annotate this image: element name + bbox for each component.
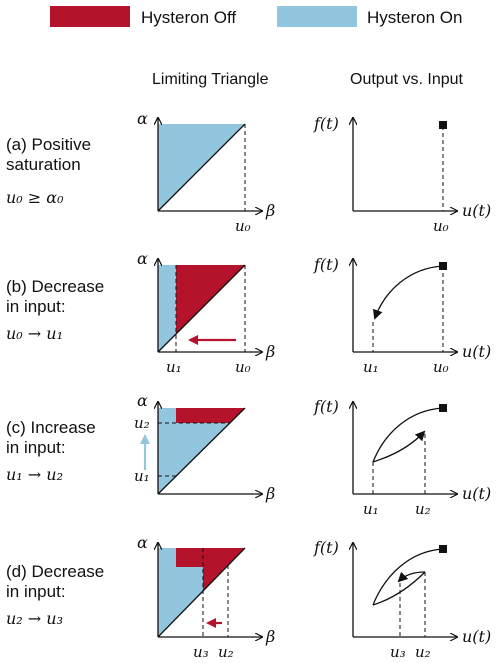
u1-tick-label: u₁ bbox=[166, 358, 182, 376]
row-b-title: (b) Decrease in input: u₀ → u₁ bbox=[6, 277, 104, 343]
row-c-title-line1: (c) Increase bbox=[6, 418, 96, 437]
u2-tick-label: u₂ bbox=[415, 500, 431, 518]
legend-off-label: Hysteron Off bbox=[141, 8, 236, 27]
u0-tick-label: u₀ bbox=[433, 217, 449, 235]
u1-tick-label: u₁ bbox=[134, 467, 150, 485]
u2-tick-label: u₂ bbox=[218, 643, 234, 661]
row-d-triangle-panel: α β u₃ u₂ bbox=[137, 533, 275, 661]
legend-on-swatch bbox=[277, 6, 357, 27]
beta-label: β bbox=[265, 342, 275, 361]
on-region-main bbox=[158, 408, 229, 494]
column-header-limiting-triangle: Limiting Triangle bbox=[152, 71, 269, 88]
row-a-output-panel: f(t) u(t) u₀ bbox=[313, 114, 491, 235]
u1-tick-label: u₁ bbox=[363, 358, 379, 376]
row-a-title-line1: (a) Positive bbox=[6, 135, 91, 154]
ascending-curve bbox=[372, 571, 426, 606]
alpha-label: α bbox=[137, 249, 148, 268]
u-label: u(t) bbox=[462, 627, 491, 646]
row-c-condition: u₁ → u₂ bbox=[6, 465, 63, 484]
row-b-triangle-panel: α β u₁ u₀ bbox=[137, 249, 275, 376]
descending-curve bbox=[372, 548, 444, 606]
row-b-output-panel: f(t) u(t) u₁ u₀ bbox=[313, 255, 491, 376]
u2-tick-label: u₂ bbox=[415, 643, 431, 661]
alpha-label: α bbox=[137, 391, 148, 410]
row-d-title: (d) Decrease in input: u₂ → u₃ bbox=[6, 562, 104, 628]
u3-tick-label: u₃ bbox=[390, 643, 406, 661]
alpha-label: α bbox=[137, 533, 148, 552]
diagonal-line bbox=[157, 264, 246, 353]
u2-tick-label: u₂ bbox=[134, 414, 150, 432]
diagonal-line bbox=[157, 547, 246, 638]
descending-curve bbox=[372, 265, 444, 320]
inner-descending-curve bbox=[397, 571, 426, 583]
beta-label: β bbox=[265, 201, 275, 220]
diagonal-line bbox=[157, 123, 246, 212]
row-d-output-panel: f(t) u(t) u₃ u₂ bbox=[313, 538, 491, 661]
u0-tick-label: u₀ bbox=[235, 217, 251, 235]
saturation-point bbox=[439, 262, 447, 270]
u0-tick-label: u₀ bbox=[433, 358, 449, 376]
diagonal-line bbox=[157, 407, 246, 495]
saturation-point bbox=[439, 121, 447, 129]
row-c-title-line2: in input: bbox=[6, 438, 66, 457]
u3-tick-label: u₃ bbox=[193, 643, 209, 661]
row-a-triangle-panel: α β u₀ bbox=[137, 109, 275, 235]
row-d-title-line2: in input: bbox=[6, 582, 66, 601]
row-c-triangle-panel: α β u₂ u₁ bbox=[134, 391, 275, 503]
row-a-condition: u₀ ≥ α₀ bbox=[6, 188, 64, 207]
beta-label: β bbox=[265, 627, 275, 646]
on-region bbox=[158, 265, 176, 352]
f-label: f(t) bbox=[313, 538, 339, 557]
descending-curve bbox=[372, 407, 444, 463]
row-d-condition: u₂ → u₃ bbox=[6, 609, 63, 628]
alpha-label: α bbox=[137, 109, 148, 128]
column-header-output-vs-input: Output vs. Input bbox=[350, 71, 464, 88]
row-b-condition: u₀ → u₁ bbox=[6, 324, 63, 343]
row-d-title-line1: (d) Decrease bbox=[6, 562, 104, 581]
beta-label: β bbox=[265, 484, 275, 503]
row-b-title-line2: in input: bbox=[6, 297, 66, 316]
row-a-title-line2: saturation bbox=[6, 155, 81, 174]
row-a-title: (a) Positive saturation u₀ ≥ α₀ bbox=[6, 135, 91, 207]
u1-tick-label: u₁ bbox=[363, 500, 379, 518]
u-label: u(t) bbox=[462, 201, 491, 220]
saturation-point bbox=[439, 545, 447, 553]
ascending-curve bbox=[372, 430, 426, 463]
legend: Hysteron Off Hysteron On bbox=[50, 6, 462, 27]
row-c-title: (c) Increase in input: u₁ → u₂ bbox=[6, 418, 96, 484]
u0-tick-label: u₀ bbox=[235, 358, 251, 376]
u-label: u(t) bbox=[462, 342, 491, 361]
f-label: f(t) bbox=[313, 255, 339, 274]
row-c-output-panel: f(t) u(t) u₁ u₂ bbox=[313, 397, 491, 518]
on-region bbox=[158, 548, 203, 637]
legend-off-swatch bbox=[50, 6, 130, 27]
f-label: f(t) bbox=[313, 114, 339, 133]
row-b-title-line1: (b) Decrease bbox=[6, 277, 104, 296]
saturation-point bbox=[439, 404, 447, 412]
f-label: f(t) bbox=[313, 397, 339, 416]
legend-on-label: Hysteron On bbox=[367, 8, 462, 27]
u-label: u(t) bbox=[462, 484, 491, 503]
off-region bbox=[176, 408, 245, 423]
off-region bbox=[176, 548, 245, 592]
